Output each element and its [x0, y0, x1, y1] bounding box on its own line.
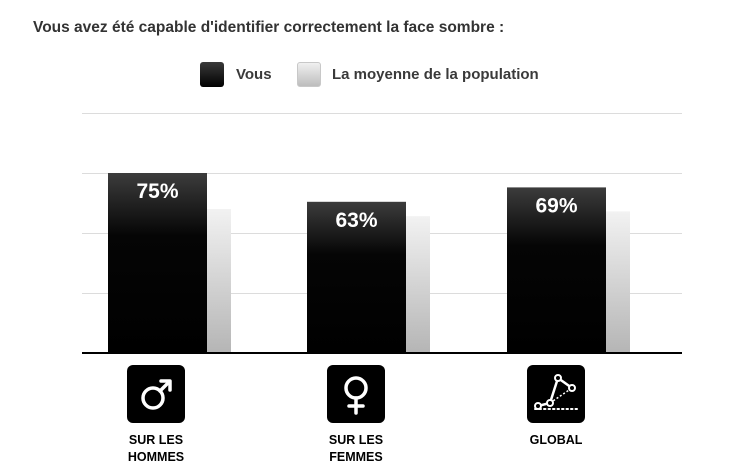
- scatter-plot-icon: [527, 365, 585, 423]
- female-symbol-icon: [327, 365, 385, 423]
- bar-population-1: [406, 216, 430, 353]
- legend-swatch-vous: [200, 62, 224, 87]
- bar-vous-2: [507, 187, 606, 353]
- legend-swatch-population: [297, 62, 321, 87]
- category-label-global: GLOBAL: [529, 433, 583, 447]
- bars: [108, 173, 630, 353]
- bar-label-vous-1: 63%: [335, 209, 377, 232]
- legend-label-population: La moyenne de la population: [332, 66, 539, 83]
- bar-vous-1: [307, 201, 406, 353]
- category-label-hommes: SUR LES HOMMES: [127, 433, 185, 464]
- bar-labels: 75% 63% 69%: [136, 180, 577, 232]
- bar-label-vous-2: 69%: [535, 194, 577, 217]
- bar-vous-0: [108, 173, 207, 353]
- chart-title: Vous avez été capable d'identifier corre…: [33, 19, 505, 36]
- category-label-femmes: SUR LES FEMMES: [328, 433, 384, 464]
- male-symbol-icon: [127, 365, 185, 423]
- bar-population-0: [207, 209, 231, 353]
- bar-label-vous-0: 75%: [136, 180, 178, 203]
- bar-population-2: [606, 211, 630, 353]
- legend-label-vous: Vous: [236, 66, 272, 83]
